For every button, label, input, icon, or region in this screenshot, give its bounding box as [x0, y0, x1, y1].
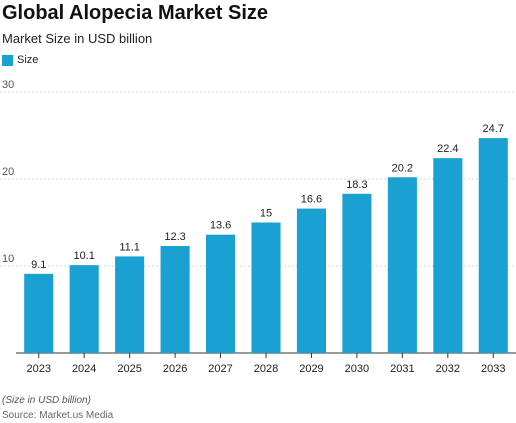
data-label: 11.1 [119, 241, 140, 253]
bar [251, 222, 281, 353]
x-tick-label: 2024 [72, 363, 96, 375]
data-label: 9.1 [31, 259, 46, 271]
chart-subtitle: Market Size in USD billion [2, 31, 153, 46]
legend: Size [2, 54, 38, 66]
bar [24, 273, 54, 353]
x-tick-label: 2023 [26, 363, 50, 375]
x-tick-label: 2030 [345, 363, 369, 375]
data-label: 13.6 [210, 220, 231, 232]
footnote: (Size in USD billion) [2, 395, 91, 406]
bar [433, 158, 463, 353]
legend-label: Size [17, 54, 39, 66]
bar [296, 208, 326, 353]
chart-title: Global Alopecia Market Size [2, 2, 269, 24]
x-tick-label: 2029 [299, 363, 323, 375]
data-label: 10.1 [73, 250, 94, 262]
data-label: 16.6 [301, 194, 322, 206]
x-tick-label: 2027 [208, 363, 232, 375]
y-tick-label: 10 [2, 253, 14, 265]
data-label: 24.7 [483, 123, 504, 135]
legend-swatch [2, 54, 13, 66]
bar [69, 265, 99, 353]
y-tick-label: 30 [2, 79, 14, 91]
data-label: 12.3 [164, 231, 185, 243]
data-label: 20.2 [392, 162, 413, 174]
bar [160, 245, 190, 353]
bar [387, 177, 417, 353]
y-tick-label: 20 [2, 166, 14, 178]
x-tick-label: 2025 [117, 363, 141, 375]
data-label: 22.4 [437, 143, 458, 155]
data-label: 15 [260, 208, 272, 220]
bar [206, 234, 236, 353]
x-tick-label: 2028 [254, 363, 278, 375]
x-tick-label: 2032 [436, 363, 460, 375]
bar [342, 193, 372, 353]
bar [478, 138, 508, 353]
x-tick-label: 2033 [481, 363, 505, 375]
x-tick-label: 2026 [163, 363, 187, 375]
data-label: 18.3 [346, 179, 367, 191]
source-note: Source: Market.us Media [2, 410, 114, 421]
bar [115, 256, 145, 353]
x-tick-label: 2031 [390, 363, 414, 375]
